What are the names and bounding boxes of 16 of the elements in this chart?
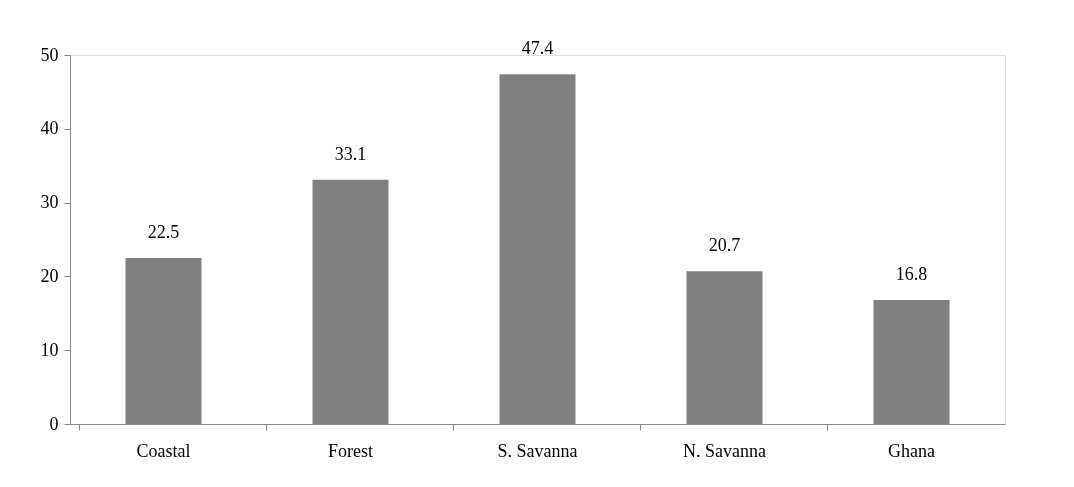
y-tick-label: 0 [49, 413, 59, 434]
x-tick-label: Coastal [136, 440, 191, 461]
data-label: 47.4 [521, 38, 554, 59]
x-tick-label: Forest [328, 440, 373, 461]
x-tick-label: Ghana [888, 440, 935, 461]
y-tick-label: 50 [40, 44, 59, 65]
data-label: 20.7 [708, 235, 741, 256]
y-tick-label: 10 [40, 339, 59, 360]
y-tick-label: 40 [40, 118, 59, 139]
data-label: 33.1 [334, 143, 367, 164]
y-tick-label: 20 [40, 265, 59, 286]
data-label: 16.8 [895, 264, 928, 285]
data-label: 22.5 [147, 221, 180, 242]
y-tick-label: 30 [40, 192, 59, 213]
x-tick-label: S. Savanna [497, 440, 578, 461]
x-tick-label: N. Savanna [683, 440, 766, 461]
